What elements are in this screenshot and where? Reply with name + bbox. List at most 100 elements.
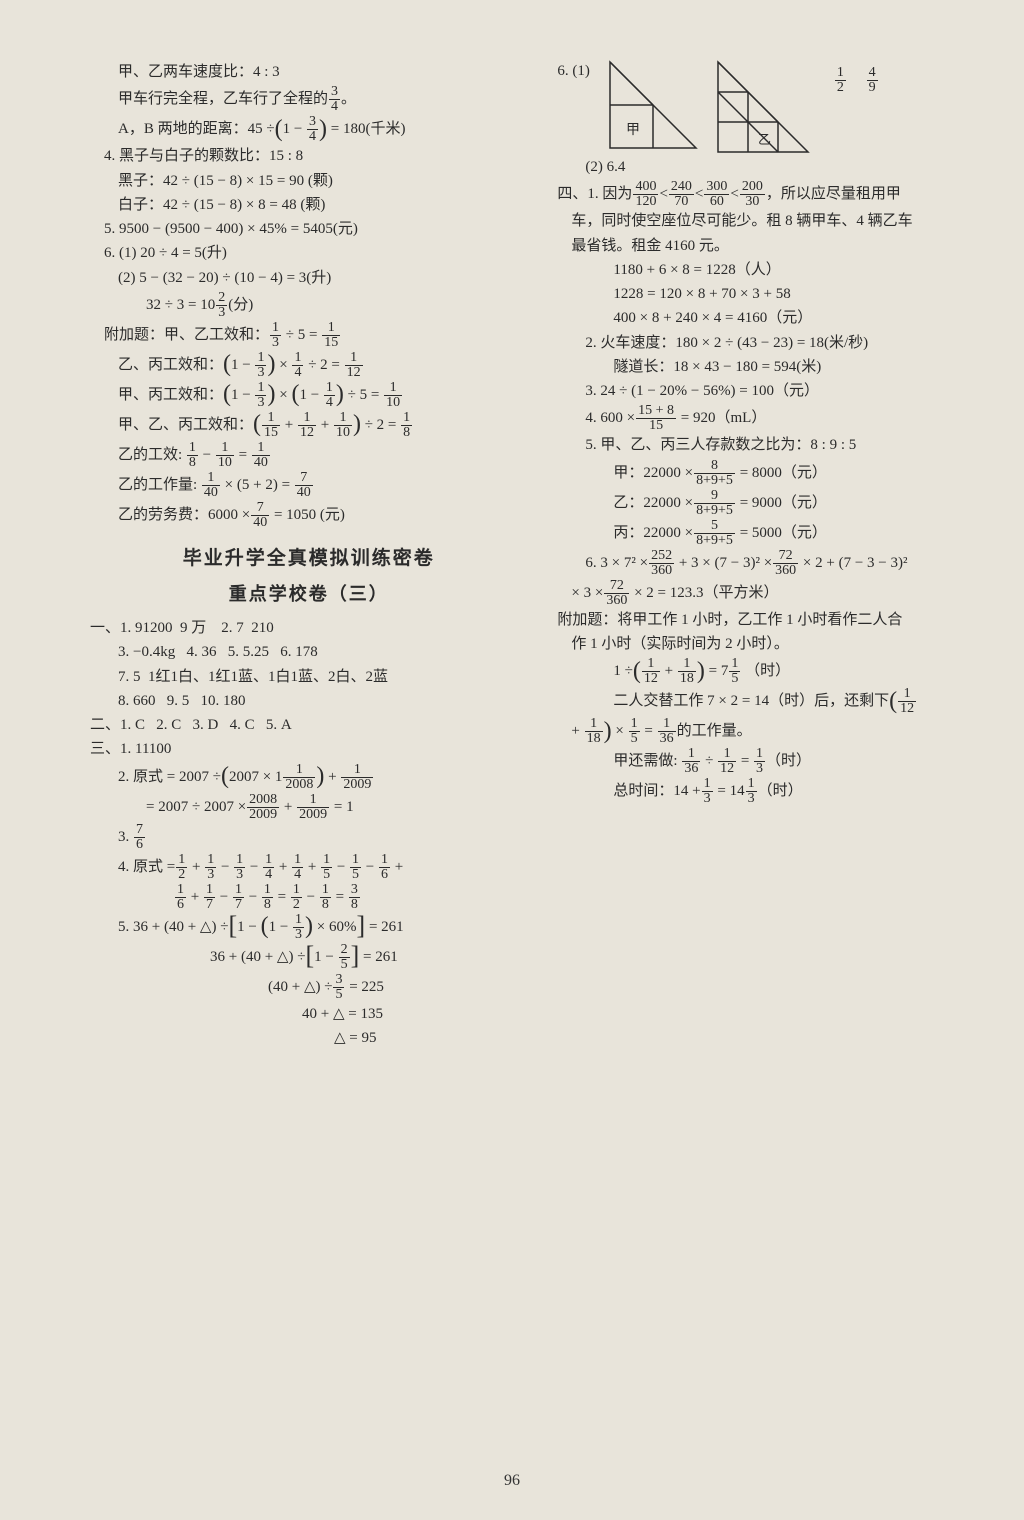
text-line: 400 × 8 + 240 × 4 = 4160（元） bbox=[557, 307, 974, 330]
text-line: 甲、乙两车速度比：4 : 3 bbox=[90, 61, 527, 84]
t: 1 ÷ bbox=[613, 663, 632, 679]
frac: 115 bbox=[262, 411, 280, 440]
t: 乙的工效: bbox=[118, 447, 182, 463]
t: = bbox=[644, 723, 652, 739]
frac: 30060 bbox=[704, 180, 729, 209]
t: （时） bbox=[758, 783, 803, 799]
text-line: 5. 36 + (40 + △) ÷[1 − (1 − 13) × 60%] =… bbox=[90, 913, 527, 942]
text-line: 7. 5 1红1白、1红1蓝、1白1蓝、2白、2蓝 bbox=[90, 666, 527, 689]
frac: 58+9+5 bbox=[694, 519, 735, 548]
frac: 14 bbox=[263, 853, 274, 882]
text-line: 甲车行完全程，乙车行了全程的34。 bbox=[90, 85, 527, 114]
t: 3. bbox=[118, 829, 129, 845]
frac: 15 bbox=[729, 657, 740, 686]
t: 甲还需做: bbox=[613, 753, 677, 769]
frac: 18 bbox=[187, 441, 198, 470]
rp: ) bbox=[353, 411, 361, 437]
q6-row: 6. (1) 甲 乙 12 49 bbox=[557, 60, 974, 155]
text-line: 乙的工作量: 140 × (5 + 2) = 740 bbox=[90, 471, 527, 500]
svg-text:甲: 甲 bbox=[626, 123, 640, 138]
frac: 12008 bbox=[283, 763, 315, 792]
t: ÷ 2 = bbox=[308, 357, 340, 373]
t: 4. 原式 = bbox=[118, 859, 175, 875]
text-line: × 3 ×72360 × 2 = 123.3（平方米） bbox=[557, 579, 974, 608]
text-line: 6. (1) 20 ÷ 4 = 5(升) bbox=[90, 242, 527, 265]
frac: 35 bbox=[333, 973, 344, 1002]
text-line: 2. 火车速度：180 × 2 ÷ (43 − 23) = 18(米/秒) bbox=[557, 332, 974, 355]
text-line: 5. 甲、乙、丙三人存款数之比为：8 : 9 : 5 bbox=[557, 434, 974, 457]
t: = 180(千米) bbox=[331, 121, 406, 137]
frac: 16 bbox=[379, 853, 390, 882]
t: = bbox=[239, 447, 247, 463]
t: 36 + (40 + △) ÷ bbox=[210, 949, 305, 965]
t: + 3 × (7 − 3)² × bbox=[679, 554, 772, 570]
t: = 7 bbox=[709, 663, 729, 679]
page: 甲、乙两车速度比：4 : 3 甲车行完全程，乙车行了全程的34。 A，B 两地的… bbox=[0, 0, 1024, 1520]
lp: ( bbox=[633, 658, 641, 684]
frac: 112 bbox=[718, 747, 736, 776]
text-line: 附加题：将甲工作 1 小时，乙工作 1 小时看作二人合 bbox=[557, 609, 974, 632]
svg-text:乙: 乙 bbox=[758, 132, 771, 147]
text-line: 乙：22000 ×98+9+5 = 9000（元） bbox=[557, 489, 974, 518]
t: 4. 600 × bbox=[585, 410, 635, 426]
t: = 261 bbox=[363, 949, 398, 965]
t: < bbox=[695, 186, 703, 202]
t: 总时间：14 + bbox=[613, 783, 700, 799]
t: = bbox=[741, 753, 749, 769]
t: 1 − bbox=[231, 387, 251, 403]
frac: 12 bbox=[835, 66, 846, 95]
t: 甲车行完全程，乙车行了全程的 bbox=[118, 91, 328, 107]
frac: 14 bbox=[324, 381, 335, 410]
frac: 14 bbox=[292, 351, 303, 380]
frac: 115 bbox=[322, 321, 340, 350]
t: 2007 × 1 bbox=[229, 769, 282, 785]
t: 1 − bbox=[237, 919, 257, 935]
text-line: (2) 6.4 bbox=[557, 156, 974, 179]
left-column: 甲、乙两车速度比：4 : 3 甲车行完全程，乙车行了全程的34。 A，B 两地的… bbox=[90, 60, 527, 1460]
text-line: 5. 9500 − (9500 − 400) × 45% = 5405(元) bbox=[90, 218, 527, 241]
t: 甲、乙、丙工效和： bbox=[118, 417, 253, 433]
frac: 98+9+5 bbox=[694, 489, 735, 518]
text-line: 乙、丙工效和：(1 − 13) × 14 ÷ 2 = 112 bbox=[90, 351, 527, 380]
t: × 3 × bbox=[571, 584, 603, 600]
triangle-1-diagram: 甲 bbox=[608, 60, 698, 150]
t: 1 − bbox=[231, 357, 251, 373]
text-line: (40 + △) ÷35 = 225 bbox=[90, 973, 527, 1002]
text-line: 黑子：42 ÷ (15 − 8) × 15 = 90 (颗) bbox=[90, 170, 527, 193]
t: 甲：22000 × bbox=[613, 464, 693, 480]
frac: 12 bbox=[176, 853, 187, 882]
text-line: 3. 24 ÷ (1 − 20% − 56%) = 100（元） bbox=[557, 380, 974, 403]
t: 丙：22000 × bbox=[613, 524, 693, 540]
frac: 136 bbox=[682, 747, 700, 776]
rp: ) bbox=[336, 381, 344, 407]
t: × 2 = 123.3（平方米） bbox=[634, 584, 778, 600]
frac: 18 bbox=[320, 883, 331, 912]
rp: ) bbox=[267, 351, 275, 377]
t: = 261 bbox=[369, 919, 404, 935]
t: 1 − bbox=[269, 919, 289, 935]
frac: 15 bbox=[629, 717, 640, 746]
t: = 14 bbox=[717, 783, 744, 799]
text-line: + 118) × 15 = 136的工作量。 bbox=[557, 717, 974, 746]
t: − bbox=[203, 447, 211, 463]
frac: 13 bbox=[234, 853, 245, 882]
t: （时） bbox=[766, 753, 811, 769]
t: 附加题：甲、乙工效和： bbox=[104, 327, 269, 343]
text-line: 甲、乙、丙工效和：(115 + 112 + 110) ÷ 2 = 18 bbox=[90, 411, 527, 440]
text-line: 3. 76 bbox=[90, 823, 527, 852]
t: 。 bbox=[341, 91, 356, 107]
text-line: 三、1. 11100 bbox=[90, 738, 527, 761]
t: + bbox=[321, 417, 329, 433]
t: ÷ 5 = bbox=[348, 387, 380, 403]
handwriting bbox=[171, 741, 356, 757]
text-line: 4. 黑子与白子的颗数比：15 : 8 bbox=[90, 145, 527, 168]
t: + bbox=[279, 859, 287, 875]
t: × (5 + 2) = bbox=[225, 477, 290, 493]
frac: 740 bbox=[295, 471, 313, 500]
page-number: 96 bbox=[0, 1472, 1024, 1490]
section-title-1: 毕业升学全真模拟训练密卷 bbox=[90, 544, 527, 573]
t: 二人交替工作 7 × 2 = 14（时）后，还剩下 bbox=[613, 693, 889, 709]
frac: 72360 bbox=[604, 579, 629, 608]
t: + bbox=[284, 799, 292, 815]
t: − bbox=[337, 859, 345, 875]
